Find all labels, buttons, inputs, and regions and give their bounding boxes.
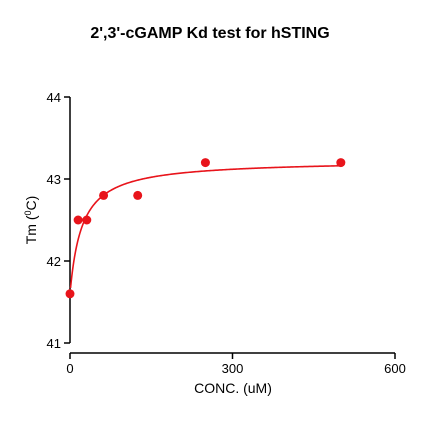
y-tick-label: 41: [47, 336, 61, 351]
x-axis: 0 300 600: [66, 352, 406, 376]
fit-curve: [69, 164, 341, 289]
y-tick-label: 43: [47, 172, 61, 187]
x-ticks: 0 300 600: [66, 353, 406, 376]
x-axis-label: CONC. (uM): [194, 380, 272, 396]
data-point: [336, 158, 346, 168]
x-tick-label: 600: [384, 361, 406, 376]
y-axis: 41 42 43 44: [47, 90, 71, 351]
y-ticks: 41 42 43 44: [47, 90, 70, 351]
data-point: [82, 215, 92, 225]
x-tick-label: 0: [66, 361, 73, 376]
x-tick-label: 300: [222, 361, 244, 376]
data-point: [73, 215, 83, 225]
y-axis-label-unit: C): [23, 196, 39, 211]
y-axis-label-superscript: 0: [23, 211, 33, 216]
data-points: [65, 158, 346, 299]
y-axis-label-main: Tm (: [23, 215, 39, 244]
data-point: [133, 190, 143, 200]
data-point: [200, 158, 210, 168]
data-point: [99, 190, 109, 200]
chart-title: 2',3'-cGAMP Kd test for hSTING: [90, 25, 329, 42]
y-tick-label: 44: [47, 90, 61, 105]
data-point: [65, 289, 75, 299]
y-axis-label: Tm (0C): [23, 196, 39, 245]
y-tick-label: 42: [47, 254, 61, 269]
